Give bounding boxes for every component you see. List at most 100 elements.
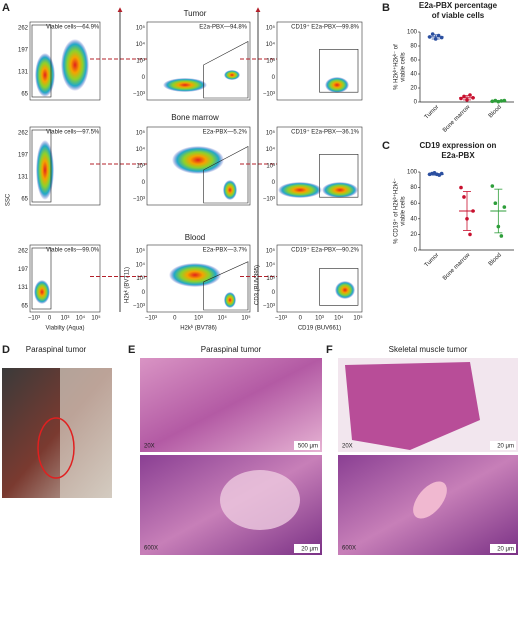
density-blob [163,78,207,92]
y-tick-label: 0 [272,180,276,186]
x-tick-label: 10³ [61,316,70,322]
y-tick-label: 100 [407,170,418,176]
y-tick-label: 10⁴ [266,41,276,48]
row-title: Bone marrow [171,113,219,122]
y-tick-label: 65 [21,92,28,98]
panel-title: Paraspinal tumor [201,345,262,354]
density-blob [61,39,89,91]
x-tick-label: Tumor [424,104,440,120]
x-tick-label: 10⁵ [91,315,101,322]
x-tick-label: −10³ [28,316,40,322]
y-axis-label: % H2kᵇ⁺H2kᵏ⁻ of [393,44,400,90]
y-axis-label: CD3 (BUV395) [255,265,261,305]
scale-bar-label: 500 μm [298,444,318,450]
y-tick-label: −10³ [133,304,145,310]
gate-label: Viable cells—64.9% [46,25,100,31]
panel-def: Paraspinal tumor Paraspinal tumor Skeletal… [2,345,518,555]
gate [319,268,359,306]
gate [319,48,359,93]
density-blob [35,53,55,97]
data-point [468,232,472,237]
row-title: Tumor [184,9,207,18]
y-tick-label: 10⁴ [136,41,146,48]
gate-label: CD19⁺ E2a-PBX—36.1% [291,129,360,136]
x-tick-label: 10⁴ [334,315,344,322]
x-tick-label: Tumor [424,252,440,268]
density-blob [322,182,358,198]
x-tick-label: Bone marrow [442,104,472,134]
chart-title: of viable cells [432,11,485,20]
x-tick-label: 0 [299,316,303,322]
x-tick-label: 0 [48,316,52,322]
scale-bar-label: 20 μm [301,547,318,553]
panel-title: Skeletal muscle tumor [389,345,468,354]
y-tick-label: 10⁴ [136,261,146,268]
y-tick-label: 80 [410,185,417,191]
scale-box [294,441,320,450]
data-point [499,234,504,238]
magnification: 600X [144,546,158,552]
y-tick-label: 197 [18,48,29,54]
density-blob [36,140,54,200]
y-tick-label: 197 [18,267,29,273]
data-point [493,98,498,103]
data-point [490,184,495,188]
density-blob [224,292,236,308]
gate [319,154,359,198]
gate-label: CD19⁺ E2a-PBX—90.2% [291,247,360,254]
panel-title: Paraspinal tumor [26,345,87,354]
y-tick-label: 10³ [136,276,145,282]
x-tick-label: −10³ [275,316,287,322]
data-point [459,96,463,101]
y-tick-label: 80 [410,44,417,50]
data-point [499,99,504,103]
y-tick-label: 60 [410,58,417,64]
y-tick-label: 20 [410,232,417,238]
x-tick-label: −10³ [145,316,157,322]
x-axis-label: Viabilty (Aqua) [46,326,85,332]
panel-letter: C [382,140,390,152]
x-tick-label: 10⁴ [218,315,228,322]
panel-letter: D [2,344,10,356]
y-tick-label: 0 [414,100,418,106]
y-tick-label: 10⁴ [266,146,276,153]
density-blob [172,146,224,174]
data-point [436,33,441,38]
y-axis-label: viable cells [401,196,407,225]
y-tick-label: 40 [410,216,417,222]
gate [31,24,52,98]
data-point [462,195,466,199]
scale-box [490,544,516,553]
y-tick-label: 10³ [266,164,275,170]
chart-title: CD19 expression on [420,141,497,150]
y-tick-label: 10⁵ [266,248,276,255]
density-blob [169,263,221,287]
y-tick-label: −10³ [263,304,275,310]
vessel [413,481,447,519]
y-tick-label: 0 [142,180,146,186]
scale-box [490,441,516,450]
chart-title: E2a-PBX [441,151,475,160]
y-tick-label: 262 [18,26,29,32]
data-point [468,93,472,97]
gate-label: E2a-PBX—94.8% [199,25,247,31]
x-tick-label: Blood [488,104,503,119]
photo-background [60,368,112,498]
gate-label: E2a-PBX—3.7% [203,248,248,254]
density-blob [335,281,355,299]
gate-label: CD19⁺ E2a-PBX—99.8% [291,24,360,31]
density-blob [34,280,50,304]
density-blob [325,77,349,93]
gate [203,261,249,311]
data-point [427,35,432,39]
y-tick-label: 10⁵ [136,130,146,137]
y-tick-label: 10⁴ [136,146,146,153]
he-image [140,358,322,452]
data-point [439,35,444,40]
data-point [465,217,469,221]
y-tick-label: 10⁴ [266,261,276,268]
y-tick-label: 10³ [136,164,145,170]
data-point [471,209,475,213]
